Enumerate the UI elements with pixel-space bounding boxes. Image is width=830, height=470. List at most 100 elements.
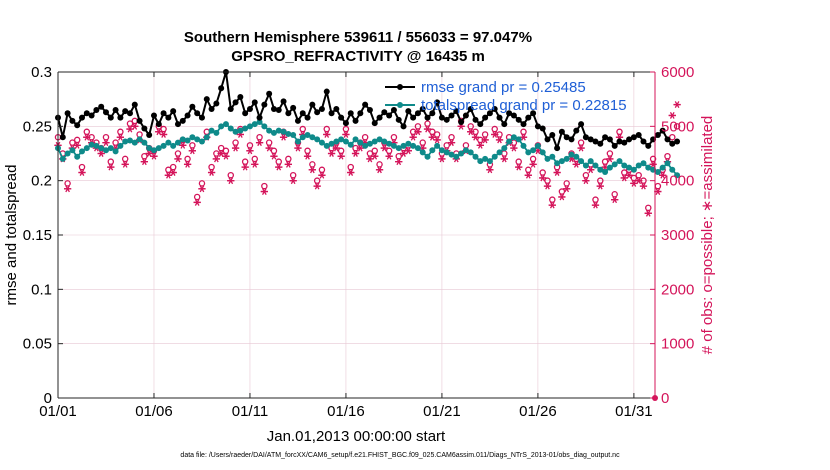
data-point (410, 114, 417, 121)
data-point (539, 149, 546, 156)
legend-marker (397, 102, 403, 108)
data-point (482, 114, 489, 121)
data-point (347, 163, 354, 171)
data-point (64, 180, 71, 187)
data-point (285, 130, 292, 137)
data-point (107, 114, 114, 121)
data-point (64, 150, 71, 157)
data-point (491, 153, 498, 160)
data-point (558, 193, 566, 201)
data-point (93, 107, 100, 114)
data-point (476, 141, 484, 149)
data-point (136, 136, 143, 143)
data-point (208, 127, 215, 134)
data-point (423, 125, 432, 133)
data-point (414, 123, 422, 130)
data-point (212, 155, 220, 163)
data-point (121, 160, 129, 168)
data-point (117, 128, 124, 136)
data-point (519, 133, 528, 141)
series-rmse (55, 69, 681, 152)
data-point (443, 149, 450, 156)
data-point (472, 153, 479, 160)
data-point (558, 128, 565, 135)
data-point (170, 108, 177, 115)
data-point (659, 164, 666, 171)
data-point (279, 133, 288, 141)
data-point (491, 125, 498, 133)
data-point (198, 185, 206, 193)
y-tick-label-right: 0 (661, 390, 669, 407)
data-point (534, 123, 541, 130)
data-point (510, 144, 518, 152)
data-point (179, 117, 186, 124)
data-point (573, 127, 580, 134)
data-point (539, 169, 546, 176)
data-point (405, 140, 412, 147)
data-point (102, 147, 109, 154)
data-point (323, 131, 331, 138)
data-point (333, 105, 340, 112)
data-point (338, 136, 345, 143)
data-point (309, 101, 316, 108)
legend-label: rmse grand pr = 0.25485 (421, 79, 586, 96)
data-point (578, 158, 585, 165)
data-point (376, 114, 383, 121)
data-point (539, 174, 547, 182)
data-point (155, 121, 162, 128)
data-point (606, 136, 613, 143)
data-point (500, 155, 508, 163)
data-point (290, 104, 297, 111)
data-point (299, 110, 306, 117)
data-point (602, 168, 609, 175)
data-point (165, 114, 172, 121)
data-point (525, 166, 532, 174)
data-point (309, 134, 316, 141)
data-point (98, 103, 105, 110)
data-point (174, 150, 182, 157)
data-point (582, 177, 590, 185)
data-point (380, 144, 388, 152)
data-point (467, 128, 475, 136)
data-point (544, 136, 551, 143)
series-layer (54, 69, 681, 401)
data-point (294, 144, 302, 152)
data-point (673, 123, 681, 130)
data-point (458, 118, 465, 125)
data-point (630, 166, 637, 173)
data-point (626, 136, 633, 143)
y-axis-left-label: rmse and totalspread (3, 165, 20, 306)
data-point (251, 121, 258, 128)
data-point (150, 152, 158, 160)
data-point (285, 110, 292, 117)
data-point (222, 152, 230, 160)
data-point (438, 114, 445, 121)
data-point (352, 117, 359, 124)
data-point (467, 149, 474, 156)
data-point (309, 161, 316, 168)
data-point (596, 182, 604, 190)
data-point (347, 169, 355, 176)
y-tick-label-right: 2000 (661, 281, 694, 298)
data-point (237, 93, 244, 100)
x-tick-label: 01/01 (39, 403, 77, 420)
y-tick-label-left: 0.3 (31, 64, 52, 81)
data-point (606, 164, 613, 171)
data-point (270, 152, 278, 160)
data-point (352, 136, 359, 143)
data-point (270, 129, 277, 136)
data-point (97, 150, 105, 157)
data-point (140, 158, 148, 166)
data-point (160, 110, 167, 117)
data-point (289, 171, 297, 179)
data-point (568, 136, 575, 143)
y-tick-label-right: 3000 (661, 227, 694, 244)
data-point (640, 160, 647, 167)
data-point (563, 180, 570, 187)
data-point (669, 166, 676, 173)
data-point (395, 158, 403, 166)
data-point (218, 85, 225, 92)
data-point (582, 171, 590, 179)
data-point (520, 128, 527, 136)
data-point (390, 133, 398, 141)
